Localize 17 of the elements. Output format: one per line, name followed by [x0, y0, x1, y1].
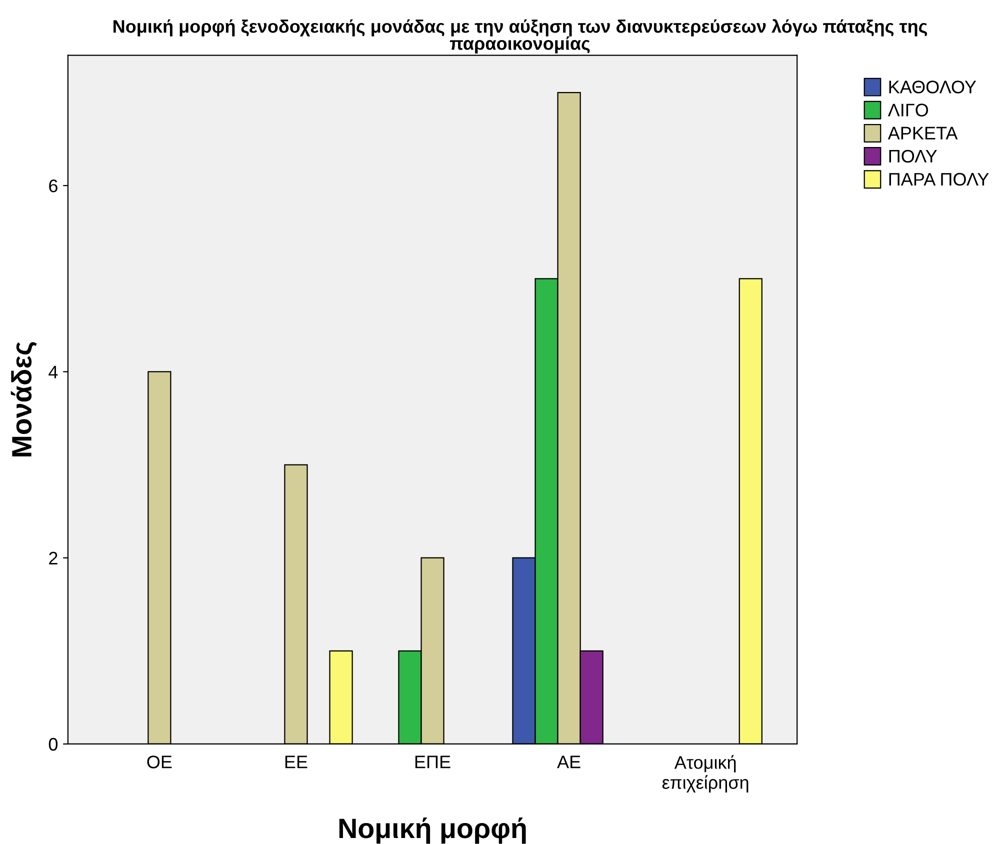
y-tick-label: 4 — [48, 366, 58, 378]
y-tick-label: 0 — [48, 738, 58, 751]
x-tick-label: ΕΠΕ — [415, 756, 450, 768]
legend-label: ΚΑΘΟΛΟΥ — [889, 80, 976, 94]
y-tick-label: 2 — [49, 552, 58, 564]
x-tick-label: ΕΕ — [285, 756, 308, 768]
chart-title: Νομική μορφή ξενοδοχειακής μονάδας με την αύξηση των διανυκτερεύσεων λόγω πάταξης της παραοικονομίας — [114, 19, 928, 54]
x-axis-title: Νομική μορφή — [339, 818, 526, 844]
legend-label: ΑΡΚΕΤΑ — [888, 126, 958, 140]
x-tick-label: ΟΕ — [147, 756, 172, 768]
legend-label: ΠΟΛΥ — [889, 150, 937, 163]
x-tick-label: ΑΕ — [557, 756, 580, 768]
x-tick-label: Ατομική επιχείρηση — [662, 755, 748, 793]
legend-label: ΠΑΡΑ ΠΟΛΥ — [889, 172, 989, 186]
y-tick-label: 6 — [49, 180, 58, 192]
legend-label: ΛΙΓΟ — [888, 104, 928, 116]
y-axis-title: Μονάδες — [10, 342, 37, 456]
